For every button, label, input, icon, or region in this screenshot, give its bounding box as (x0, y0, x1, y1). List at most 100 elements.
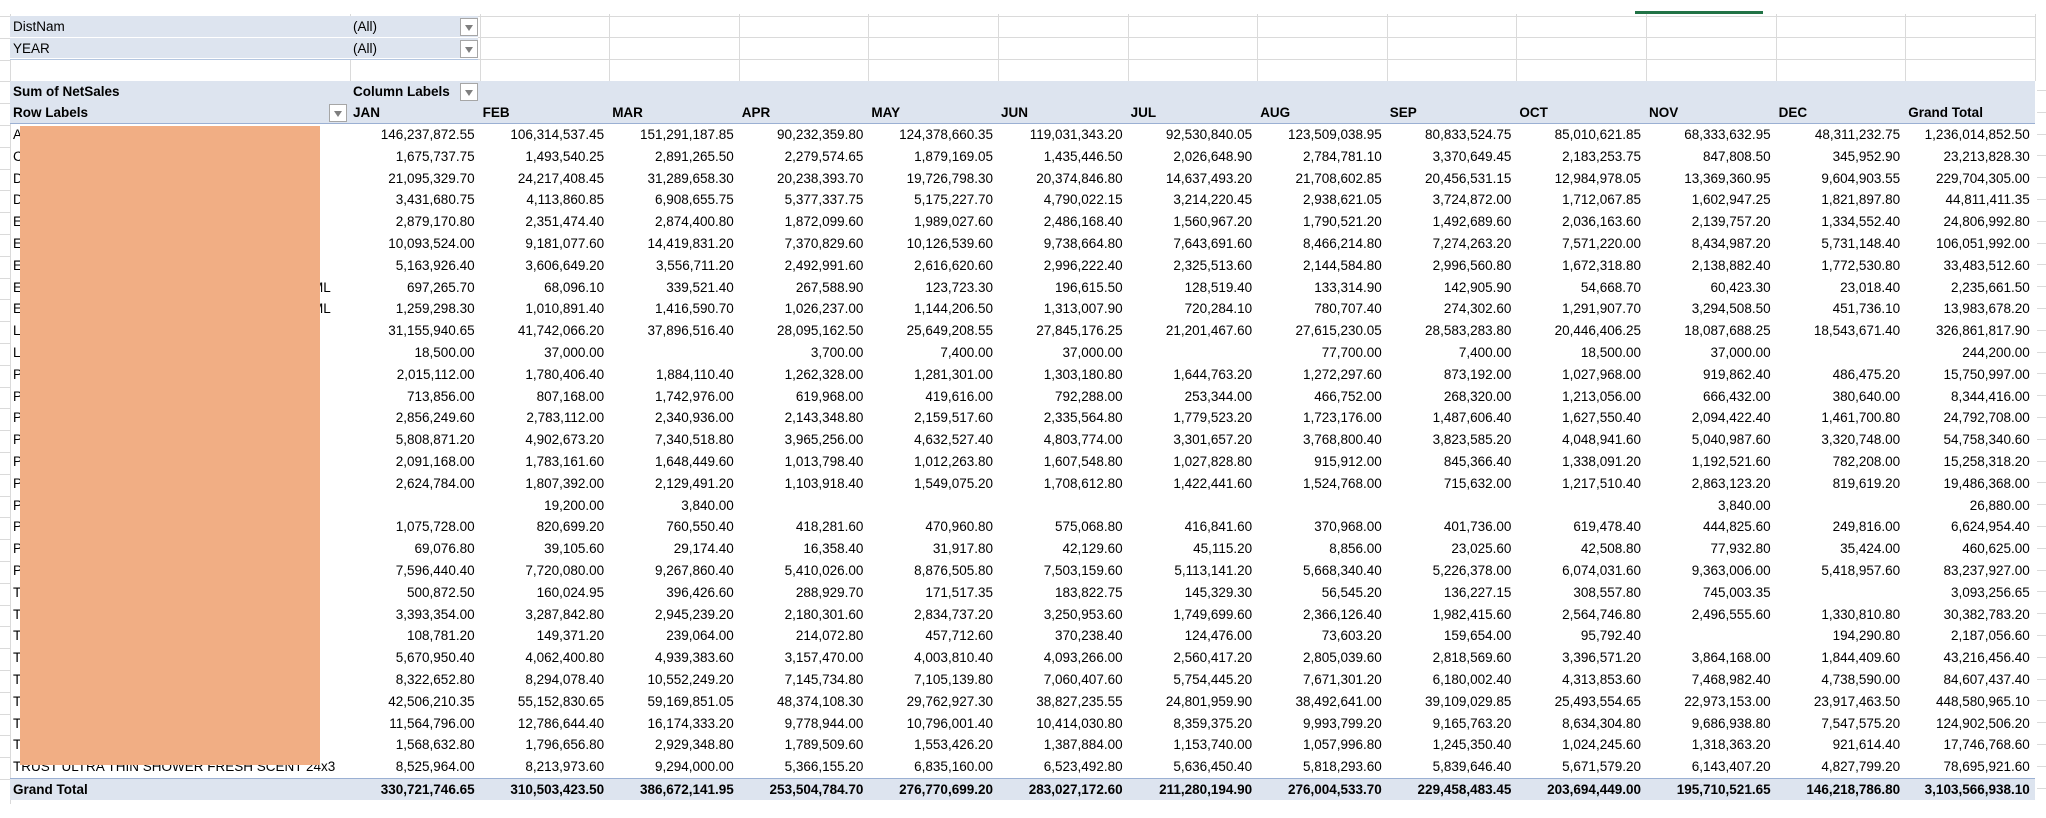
filter-dropdown-button[interactable] (460, 18, 478, 36)
value-cell[interactable]: 7,571,220.00 (1562, 236, 1641, 251)
value-cell[interactable]: 819,619.20 (1832, 475, 1901, 491)
value-cell[interactable]: 2,938,621.05 (1302, 192, 1382, 208)
value-cell[interactable]: 37,000.00 (544, 345, 605, 360)
value-cell[interactable]: 2,366,126.40 (1302, 606, 1382, 622)
value-cell[interactable]: 92,530,840.05 (1165, 127, 1253, 142)
grand-total-cell[interactable]: 3,103,566,938.10 (1924, 782, 2030, 797)
value-cell[interactable]: 20,238,393.70 (777, 170, 864, 186)
value-cell[interactable]: 466,752.00 (1314, 388, 1382, 404)
value-cell[interactable]: 1,708,612.80 (1043, 475, 1123, 491)
value-cell[interactable]: 5,668,340.40 (1302, 563, 1382, 578)
value-cell[interactable]: 5,410,026.00 (784, 563, 864, 578)
value-cell[interactable]: 85,010,621.85 (1554, 127, 1641, 142)
value-cell[interactable]: 5,636,450.40 (1173, 759, 1253, 775)
value-cell[interactable]: 9,604,903.55 (1821, 170, 1901, 186)
row-label[interactable]: P (13, 563, 23, 578)
value-cell[interactable]: 183,822.75 (1055, 584, 1123, 600)
value-cell[interactable]: 68,333,632.95 (1684, 127, 1771, 142)
value-cell[interactable]: 2,783,112.00 (526, 410, 605, 426)
value-cell[interactable]: 171,517.35 (925, 584, 993, 600)
row-label[interactable]: D (13, 192, 23, 208)
value-cell[interactable]: 6,908,655.75 (654, 192, 734, 208)
value-cell[interactable]: 666,432.00 (1703, 388, 1771, 404)
column-header[interactable]: JUL (1130, 105, 1157, 120)
value-cell[interactable]: 8,634,304.80 (1562, 715, 1641, 731)
value-cell[interactable]: 1,723,176.00 (1302, 410, 1382, 426)
value-cell[interactable]: 2,138,882.40 (1691, 257, 1771, 273)
value-cell[interactable]: 5,226,378.00 (1432, 563, 1512, 578)
value-cell[interactable]: 5,113,141.20 (1174, 563, 1253, 578)
value-cell[interactable]: 8,213,973.60 (525, 759, 605, 775)
value-cell[interactable]: 1,313,007.90 (1043, 301, 1123, 317)
value-cell[interactable] (1387, 495, 1517, 516)
value-cell[interactable]: 19,486,368.00 (1943, 475, 2030, 491)
value-cell[interactable]: 267,588.90 (795, 279, 864, 295)
value-cell[interactable]: 3,431,680.75 (395, 192, 475, 208)
value-cell[interactable]: 2,492,991.60 (784, 257, 864, 273)
value-cell[interactable]: 17,746,768.60 (1943, 737, 2030, 753)
value-cell[interactable]: 4,048,941.60 (1562, 432, 1641, 448)
value-cell[interactable]: 8,344,416.00 (1950, 388, 2030, 404)
value-cell[interactable]: 1,303,180.80 (1043, 366, 1123, 382)
value-cell[interactable]: 1,780,406.40 (525, 366, 605, 382)
value-cell[interactable]: 214,072.80 (795, 628, 864, 644)
value-cell[interactable]: 30,382,783.20 (1943, 606, 2030, 622)
value-cell[interactable]: 21,201,467.60 (1165, 323, 1253, 339)
value-cell[interactable]: 45,115.20 (1193, 541, 1253, 557)
value-cell[interactable]: 873,192.00 (1443, 366, 1512, 382)
value-cell[interactable]: 31,917.80 (932, 541, 993, 557)
value-cell[interactable]: 5,366,155.20 (784, 759, 864, 775)
value-cell[interactable]: 18,500.00 (1580, 345, 1641, 360)
value-cell[interactable]: 8,294,078.40 (525, 672, 605, 687)
value-cell[interactable]: 3,287,842.80 (525, 606, 605, 622)
value-cell[interactable]: 5,818,293.60 (1302, 759, 1382, 775)
value-cell[interactable]: 3,768,800.40 (1302, 432, 1382, 448)
value-cell[interactable]: 4,827,799.20 (1821, 759, 1901, 775)
value-cell[interactable]: 18,543,671.40 (1813, 323, 1901, 339)
value-cell[interactable]: 1,024,245.60 (1562, 737, 1641, 753)
value-cell[interactable]: 18,087,688.25 (1684, 323, 1771, 339)
value-cell[interactable]: 56,545.20 (1321, 584, 1382, 600)
value-cell[interactable]: 288,929.70 (795, 584, 864, 600)
value-cell[interactable]: 159,654.00 (1443, 628, 1512, 644)
value-cell[interactable]: 380,640.00 (1832, 388, 1901, 404)
value-cell[interactable]: 16,358.40 (803, 541, 864, 557)
value-cell[interactable]: 3,157,470.00 (784, 650, 864, 666)
value-cell[interactable]: 274,302.60 (1443, 301, 1512, 317)
value-cell[interactable]: 2,094,422.40 (1691, 410, 1771, 426)
value-cell[interactable] (1128, 495, 1258, 516)
value-cell[interactable]: 48,374,108.30 (777, 693, 864, 709)
value-cell[interactable]: 2,996,222.40 (1043, 257, 1123, 273)
value-cell[interactable]: 2,279,574.65 (784, 148, 864, 164)
value-cell[interactable] (1646, 625, 1776, 646)
value-cell[interactable]: 5,670,950.40 (395, 650, 475, 666)
value-cell[interactable]: 2,834,737.20 (914, 606, 993, 622)
value-cell[interactable]: 7,060,407.60 (1043, 672, 1123, 687)
value-cell[interactable]: 2,856,249.60 (395, 410, 475, 426)
selected-cell-border[interactable] (1635, 11, 1763, 14)
value-cell[interactable]: 119,031,343.20 (1029, 127, 1123, 142)
grand-total-cell[interactable]: 283,027,172.60 (1028, 782, 1123, 797)
row-label[interactable]: T (13, 628, 22, 644)
row-label[interactable]: E (13, 236, 23, 251)
value-cell[interactable]: 1,493,540.25 (525, 148, 605, 164)
value-cell[interactable] (1776, 342, 1906, 363)
value-cell[interactable]: 6,180,002.40 (1432, 672, 1512, 687)
grand-total-cell[interactable]: 229,458,483.45 (1417, 782, 1512, 797)
value-cell[interactable]: 23,025.60 (1451, 541, 1512, 557)
value-cell[interactable]: 7,503,159.60 (1043, 563, 1123, 578)
value-cell[interactable]: 4,939,383.60 (654, 650, 734, 666)
value-cell[interactable]: 1,435,446.50 (1043, 148, 1123, 164)
value-cell[interactable]: 25,493,554.65 (1554, 693, 1641, 709)
value-cell[interactable]: 845,366.40 (1443, 454, 1512, 469)
row-label[interactable]: P (13, 410, 23, 426)
value-cell[interactable]: 745,003.35 (1703, 584, 1771, 600)
value-cell[interactable]: 10,552,249.20 (647, 672, 734, 687)
value-cell[interactable]: 1,461,700.80 (1821, 410, 1901, 426)
value-cell[interactable]: 9,294,000.00 (654, 759, 734, 775)
column-header[interactable]: DEC (1778, 105, 1808, 120)
value-cell[interactable]: 1,318,363.20 (1691, 737, 1771, 753)
value-cell[interactable]: 3,840.00 (681, 497, 734, 513)
value-cell[interactable]: 1,010,891.40 (525, 301, 605, 317)
grand-total-cell[interactable]: 310,503,423.50 (510, 782, 605, 797)
